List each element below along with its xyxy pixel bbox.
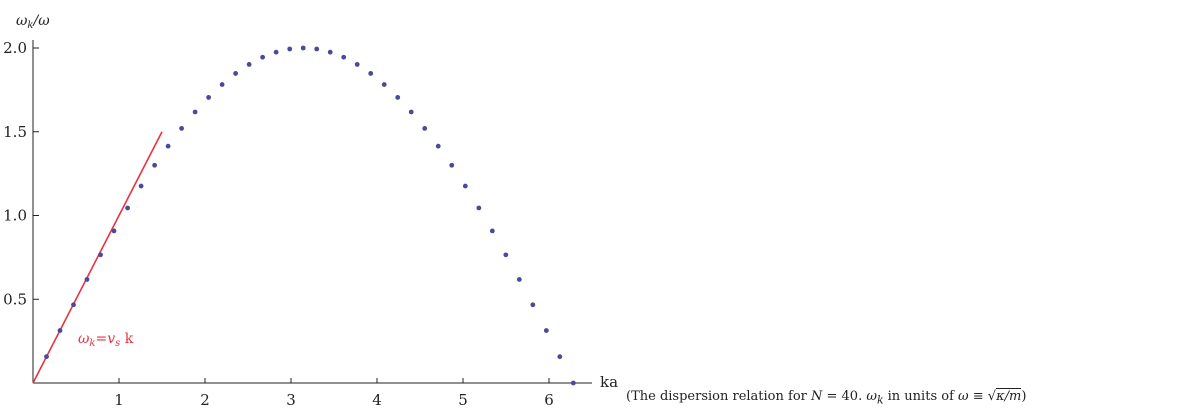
axes [32, 40, 592, 384]
x-tick-label: 6 [544, 391, 554, 409]
data-point [327, 49, 333, 55]
data-point [557, 354, 563, 360]
x-tick-label: 1 [114, 391, 124, 409]
caption-n-eq: = 40. [822, 389, 867, 404]
data-point [260, 54, 266, 60]
x-tick-label: 5 [458, 391, 468, 409]
data-point [381, 82, 387, 87]
data-point [435, 143, 441, 149]
data-point [57, 328, 63, 333]
data-point [516, 277, 522, 282]
caption-n-var: N [811, 389, 823, 404]
y-ticks: 0.5 1.0 1.5 2.0 [3, 39, 39, 308]
data-point [341, 54, 347, 60]
data-point [192, 109, 198, 115]
x-tick-label: 2 [200, 391, 210, 409]
y-axis-label: ωk/ω [16, 13, 50, 31]
data-point [314, 46, 320, 52]
data-point [530, 302, 536, 308]
data-point [179, 125, 185, 131]
data-point [44, 354, 49, 360]
data-point [125, 205, 130, 211]
caption-omega-k: ω [866, 389, 877, 404]
data-point [462, 183, 468, 189]
data-points [44, 45, 576, 386]
y-tick-label: 2.0 [3, 39, 27, 57]
linear-annotation: ωk=vs k [78, 331, 134, 349]
data-point [570, 380, 576, 386]
x-tick-label: 4 [372, 391, 382, 409]
caption-omega: ω [958, 389, 969, 404]
data-point [395, 95, 401, 100]
caption-units-text: in units of [883, 389, 959, 404]
data-point [408, 109, 414, 115]
data-point [503, 252, 509, 258]
data-point [165, 143, 171, 149]
caption-suffix: ) [1021, 389, 1027, 404]
data-point [449, 162, 455, 168]
x-tick-label: 3 [286, 391, 296, 409]
data-point [111, 228, 117, 234]
data-point [233, 71, 239, 76]
caption-omega-k-sub: k [876, 393, 884, 407]
caption-sqrt-content: κ/m [996, 388, 1022, 404]
data-point [489, 228, 495, 234]
data-point [206, 95, 212, 100]
data-point [219, 82, 225, 87]
data-point [273, 49, 279, 55]
data-point [98, 252, 103, 258]
data-point [138, 183, 144, 189]
x-axis-label: ka [600, 373, 618, 391]
caption-prefix: (The dispersion relation for [626, 389, 811, 404]
data-point [368, 71, 374, 76]
data-point [287, 46, 293, 52]
y-tick-label: 1.0 [3, 207, 27, 225]
caption-equiv: ≡ [968, 389, 988, 404]
data-point [71, 302, 76, 308]
data-point [422, 125, 428, 131]
linear-approximation-line [32, 131, 163, 384]
x-ticks: 1 2 3 4 5 6 [114, 378, 554, 409]
sqrt-symbol: √ [987, 389, 997, 404]
data-point [300, 45, 306, 51]
data-point [543, 328, 549, 333]
data-point [152, 162, 158, 168]
data-point [354, 62, 360, 67]
figure-caption: (The dispersion relation for N = 40. ωk … [626, 388, 1027, 407]
y-tick-label: 1.5 [3, 123, 27, 141]
y-tick-label: 0.5 [3, 290, 27, 308]
data-point [476, 205, 482, 211]
data-point [246, 62, 252, 67]
data-point [84, 277, 90, 282]
